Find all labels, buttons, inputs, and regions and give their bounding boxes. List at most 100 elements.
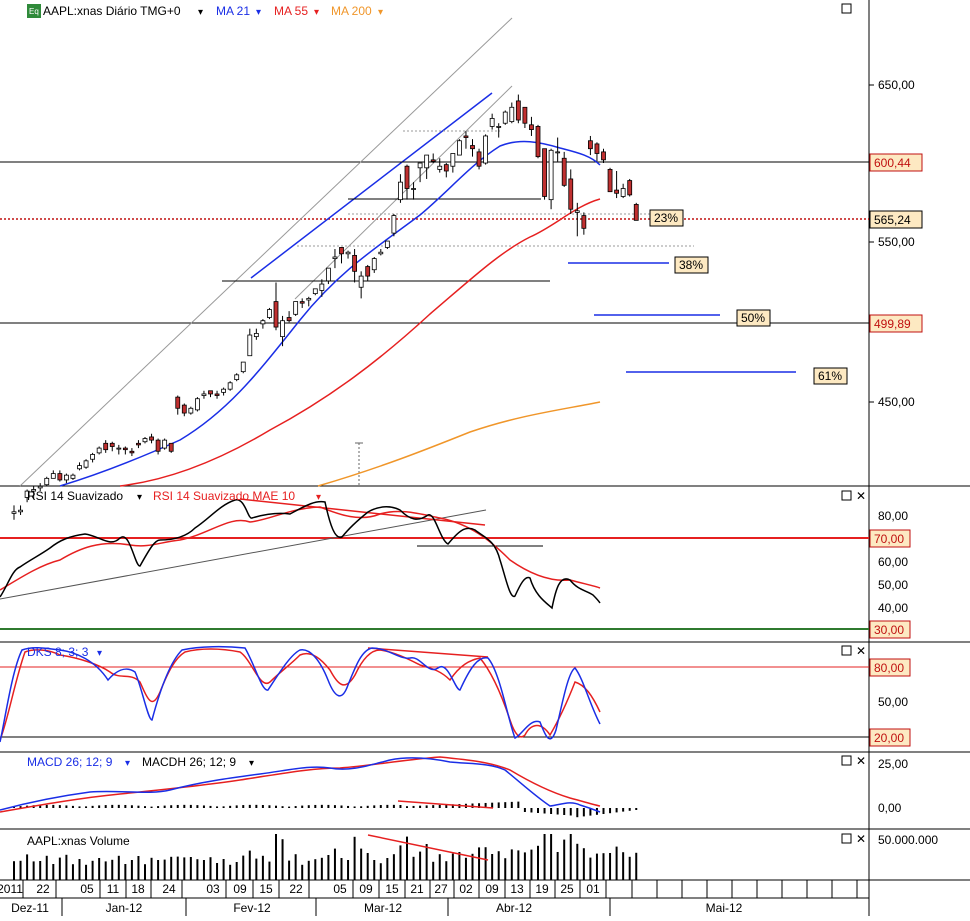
macd-panel[interactable]: MACD 26; 12; 9 ▾ MACDH 26; 12; 9 ▾ ✕ 25,…	[0, 754, 908, 818]
candle[interactable]	[129, 448, 135, 457]
macdh-dropdown-icon[interactable]: ▾	[249, 758, 254, 769]
symbol-dropdown-icon[interactable]: ▾	[198, 7, 203, 18]
candle[interactable]	[588, 135, 593, 156]
candle[interactable]	[509, 102, 515, 124]
macdh-title[interactable]: MACDH 26; 12; 9	[142, 755, 236, 769]
candle[interactable]	[371, 256, 377, 273]
candle[interactable]	[417, 162, 423, 183]
candle[interactable]	[450, 153, 456, 173]
ma21-line[interactable]	[59, 140, 601, 487]
candle[interactable]	[443, 163, 449, 178]
candle[interactable]	[312, 288, 318, 296]
ma200-line[interactable]	[317, 401, 601, 487]
candle[interactable]	[456, 139, 462, 156]
stoch-tag-20[interactable]: 20,00	[869, 728, 911, 747]
stoch-close-icon[interactable]: ✕	[856, 644, 866, 658]
candle[interactable]	[273, 282, 279, 331]
trend-channel-lower[interactable]	[294, 85, 513, 300]
macd-dropdown-icon[interactable]: ▾	[125, 758, 130, 769]
candle[interactable]	[607, 167, 613, 193]
ma55-dropdown-icon[interactable]: ▾	[314, 7, 319, 18]
candle[interactable]	[601, 148, 606, 164]
candle[interactable]	[122, 446, 128, 455]
candle[interactable]	[319, 279, 325, 297]
rsi-signal-line[interactable]	[0, 506, 601, 591]
trend-channel-upper[interactable]	[19, 17, 513, 487]
candle[interactable]	[168, 442, 174, 453]
eq-icon[interactable]	[27, 4, 41, 18]
candle[interactable]	[109, 441, 115, 452]
rsi-signal-title[interactable]: RSI 14 Suavizado MAE 10	[153, 489, 295, 503]
candle[interactable]	[18, 505, 23, 515]
volume-title[interactable]: AAPL:xnas Volume	[27, 834, 130, 848]
candle[interactable]	[70, 473, 76, 480]
candle[interactable]	[214, 390, 220, 399]
candle[interactable]	[221, 387, 227, 396]
ma200-dropdown-icon[interactable]: ▾	[378, 7, 383, 18]
candle[interactable]	[476, 148, 482, 170]
rsi-title[interactable]: RSI 14 Suavizado	[27, 489, 123, 503]
candle[interactable]	[31, 486, 37, 500]
ma55-line[interactable]	[119, 198, 601, 487]
candle[interactable]	[181, 403, 187, 417]
candle[interactable]	[529, 116, 534, 136]
candle[interactable]	[398, 174, 403, 203]
stoch-divergence-line[interactable]	[367, 647, 489, 658]
candle[interactable]	[594, 142, 600, 162]
candle[interactable]	[430, 153, 436, 164]
rsi-tag-30[interactable]: 30,00	[869, 620, 911, 639]
candle[interactable]	[404, 164, 410, 200]
candle[interactable]	[411, 182, 416, 200]
stoch-title[interactable]: DKS 8; 3; 3	[27, 645, 89, 659]
candle[interactable]	[136, 440, 141, 449]
candle[interactable]	[253, 328, 259, 340]
candle[interactable]	[535, 124, 541, 159]
candle[interactable]	[483, 134, 489, 165]
candle[interactable]	[489, 113, 495, 130]
candle[interactable]	[391, 213, 397, 237]
macd-line[interactable]	[0, 757, 601, 813]
candle[interactable]	[149, 433, 154, 444]
candle[interactable]	[496, 123, 502, 138]
stochastic-panel[interactable]: DKS 8; 3; 3 ▾ ✕ 50,00 80,00 20,00	[0, 644, 911, 747]
rsi-line[interactable]	[0, 499, 601, 610]
candle[interactable]	[352, 249, 358, 283]
candle[interactable]	[542, 148, 547, 200]
candle[interactable]	[267, 307, 272, 320]
fib-label-61[interactable]: 61%	[813, 367, 848, 385]
candle[interactable]	[293, 301, 299, 316]
fib-label-50[interactable]: 50%	[736, 309, 771, 327]
rsi-close-icon[interactable]: ✕	[856, 489, 866, 503]
candle[interactable]	[633, 202, 639, 221]
candle[interactable]	[339, 247, 344, 264]
candle[interactable]	[194, 397, 200, 412]
volume-bars[interactable]	[13, 834, 638, 880]
volume-panel[interactable]: AAPL:xnas Volume ✕ 50.000.000	[13, 832, 938, 880]
candles[interactable]	[11, 94, 639, 520]
macd-close-icon[interactable]: ✕	[856, 754, 866, 768]
candle[interactable]	[77, 462, 82, 471]
candle[interactable]	[306, 296, 312, 307]
candle[interactable]	[96, 446, 102, 455]
rsi-maximize-icon[interactable]	[841, 490, 852, 501]
candle[interactable]	[437, 158, 443, 173]
rsi-signal-dropdown-icon[interactable]: ▾	[316, 492, 321, 503]
fib-label-23[interactable]: 23%	[649, 209, 684, 227]
candle[interactable]	[11, 505, 17, 520]
macd-signal-line[interactable]	[0, 756, 601, 813]
candle[interactable]	[332, 249, 338, 269]
price-tag-last[interactable]: 565,24	[869, 210, 923, 229]
candle[interactable]	[234, 373, 240, 382]
rsi-tag-70[interactable]: 70,00	[869, 529, 911, 548]
candle[interactable]	[384, 240, 390, 250]
candle[interactable]	[208, 390, 213, 398]
fib-label-38[interactable]: 38%	[674, 256, 709, 274]
candle[interactable]	[627, 178, 633, 197]
candle[interactable]	[522, 106, 528, 128]
macd-maximize-icon[interactable]	[841, 755, 852, 766]
candle[interactable]	[574, 202, 580, 237]
ma21-label[interactable]: MA 21	[216, 4, 250, 18]
candle[interactable]	[188, 406, 194, 415]
candle[interactable]	[201, 390, 207, 399]
